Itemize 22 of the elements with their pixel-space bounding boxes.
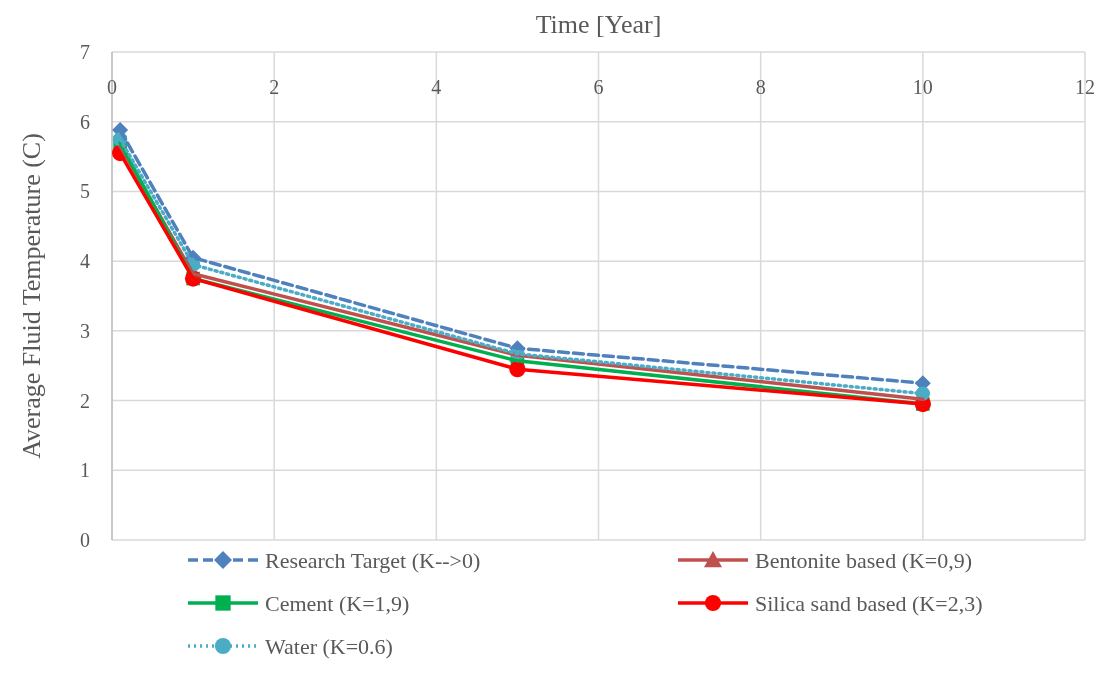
x-tick-label: 0 [107,76,117,98]
y-tick-label: 6 [80,110,90,133]
x-tick-label: 2 [269,76,280,98]
legend-label: Research Target (K-->0) [265,547,481,573]
x-tick-label: 4 [431,76,442,98]
legend-label: Bentonite based (K=0,9) [755,547,973,573]
x-tick-label: 8 [755,76,766,98]
y-tick-label: 0 [80,529,90,551]
y-axis-title: Average Fluid Temperature (C) [17,133,46,459]
y-tick-label: 5 [80,180,90,203]
legend-label: Cement (K=1,9) [265,590,410,616]
legend-label: Water (K=0.6) [265,633,393,659]
y-tick-label: 3 [80,319,90,342]
x-tick-label: 10 [912,76,933,98]
y-tick-label: 1 [80,459,90,482]
y-tick-label: 7 [80,41,90,63]
legend-label: Silica sand based (K=2,3) [755,590,983,616]
x-axis-title: Time [Year] [535,10,662,39]
x-tick-label: 6 [593,76,604,98]
x-tick-label: 12 [1075,76,1095,98]
y-tick-label: 4 [80,250,90,273]
y-tick-label: 2 [80,389,90,412]
